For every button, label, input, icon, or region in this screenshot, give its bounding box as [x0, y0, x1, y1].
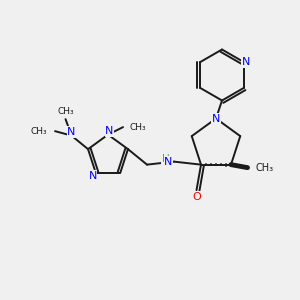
Text: CH₃: CH₃: [30, 127, 46, 136]
Text: N: N: [212, 113, 220, 124]
Text: CH₃: CH₃: [256, 163, 274, 172]
Text: CH₃: CH₃: [129, 123, 146, 132]
Text: N: N: [164, 157, 172, 166]
Text: CH₃: CH₃: [57, 107, 74, 116]
Text: N: N: [68, 127, 76, 137]
Text: N: N: [88, 171, 97, 181]
Text: N: N: [105, 126, 114, 136]
Text: O: O: [192, 192, 201, 202]
Text: N: N: [242, 57, 250, 67]
Text: H: H: [162, 154, 170, 164]
